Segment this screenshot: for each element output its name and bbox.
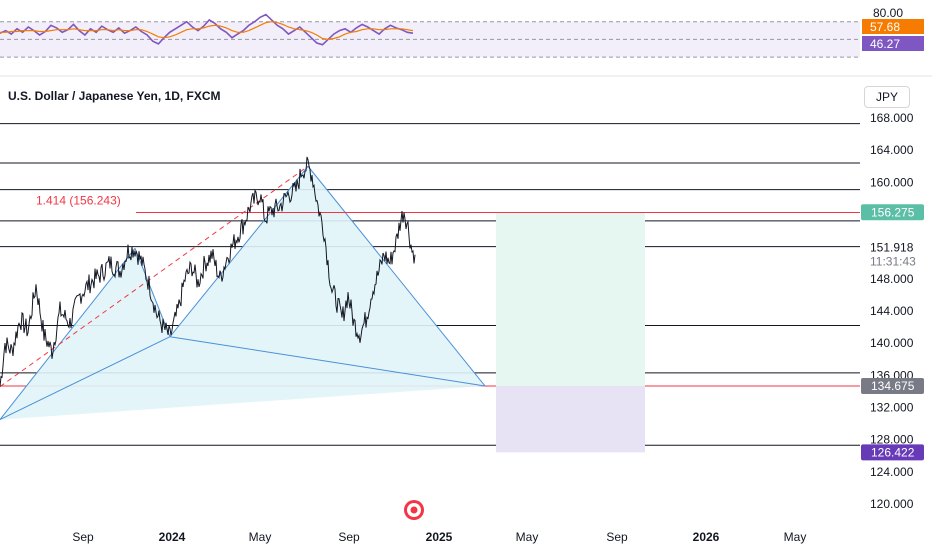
harmonic-pattern-leg — [0, 336, 171, 421]
time-tick-label: 2026 — [693, 530, 720, 544]
price-tick-label: 132.000 — [870, 401, 914, 415]
price-series-line — [0, 156, 416, 387]
chart-title: U.S. Dollar / Japanese Yen, 1D, FXCM — [8, 89, 221, 103]
rsi-ma-series-line — [0, 21, 414, 41]
time-tick-label: May — [249, 530, 272, 544]
time-tick-label: Sep — [338, 530, 360, 544]
target-zone — [496, 212, 645, 386]
currency-selector[interactable]: JPY — [864, 86, 910, 108]
time-tick-label: May — [516, 530, 539, 544]
rsi-badge-label: 46.27 — [870, 37, 900, 51]
price-badge-label: 156.275 — [871, 205, 915, 219]
time-tick-label: Sep — [606, 530, 628, 544]
price-tick-label: 160.000 — [870, 175, 914, 189]
time-tick-label: 2024 — [159, 530, 186, 544]
countdown-label: 11:31:43 — [870, 254, 916, 268]
price-badge: 156.275 — [861, 204, 924, 221]
price-badge-bg — [861, 444, 924, 461]
rsi-series-line — [0, 13, 414, 46]
tradingview-logo-icon — [404, 500, 424, 520]
rsi-tick-label: 80.00 — [873, 6, 903, 20]
last-price-label: 151.918 — [870, 240, 914, 254]
time-tick-label: Sep — [72, 530, 94, 544]
rsi-ma-badge-label: 57.68 — [870, 20, 900, 34]
price-badge-bg — [861, 204, 924, 221]
price-tick-label: 124.000 — [870, 465, 914, 479]
harmonic-pattern-fill — [0, 166, 485, 420]
harmonic-pattern-leg — [134, 248, 171, 337]
harmonic-pattern-leg — [307, 165, 486, 387]
rsi-badge — [862, 36, 924, 51]
price-tick-label: 148.000 — [870, 272, 914, 286]
price-badge: 126.422 — [861, 444, 924, 461]
price-badge-label: 126.422 — [871, 445, 915, 459]
price-tick-label: 164.000 — [870, 143, 914, 157]
rsi-ma-badge — [862, 19, 924, 34]
time-tick-label: May — [784, 530, 807, 544]
price-tick-label: 128.000 — [870, 433, 914, 447]
price-axis[interactable]: 168.000 164.000 160.000 148.000 144.000 140.0… — [861, 111, 924, 511]
price-tick-label: 144.000 — [870, 304, 914, 318]
price-tick-label: 168.000 — [870, 111, 914, 125]
time-tick-label: 2025 — [426, 530, 453, 544]
harmonic-pattern-leg — [169, 336, 486, 387]
time-axis[interactable]: Sep 2024 May Sep 2025 May Sep 2026 May — [72, 530, 806, 544]
harmonic-pattern-leg — [0, 247, 136, 420]
fib-level-label: 1.414 (156.243) — [36, 194, 121, 208]
price-badge-label: 134.675 — [871, 379, 915, 393]
price-tick-label: 120.000 — [870, 497, 914, 511]
price-pane: U.S. Dollar / Japanese Yen, 1D, FXCM 1.4… — [0, 89, 860, 453]
price-badge: 134.675 — [861, 377, 924, 394]
price-tick-label: 140.000 — [870, 336, 914, 350]
price-badge-bg — [861, 377, 924, 394]
stop-zone — [496, 385, 645, 453]
